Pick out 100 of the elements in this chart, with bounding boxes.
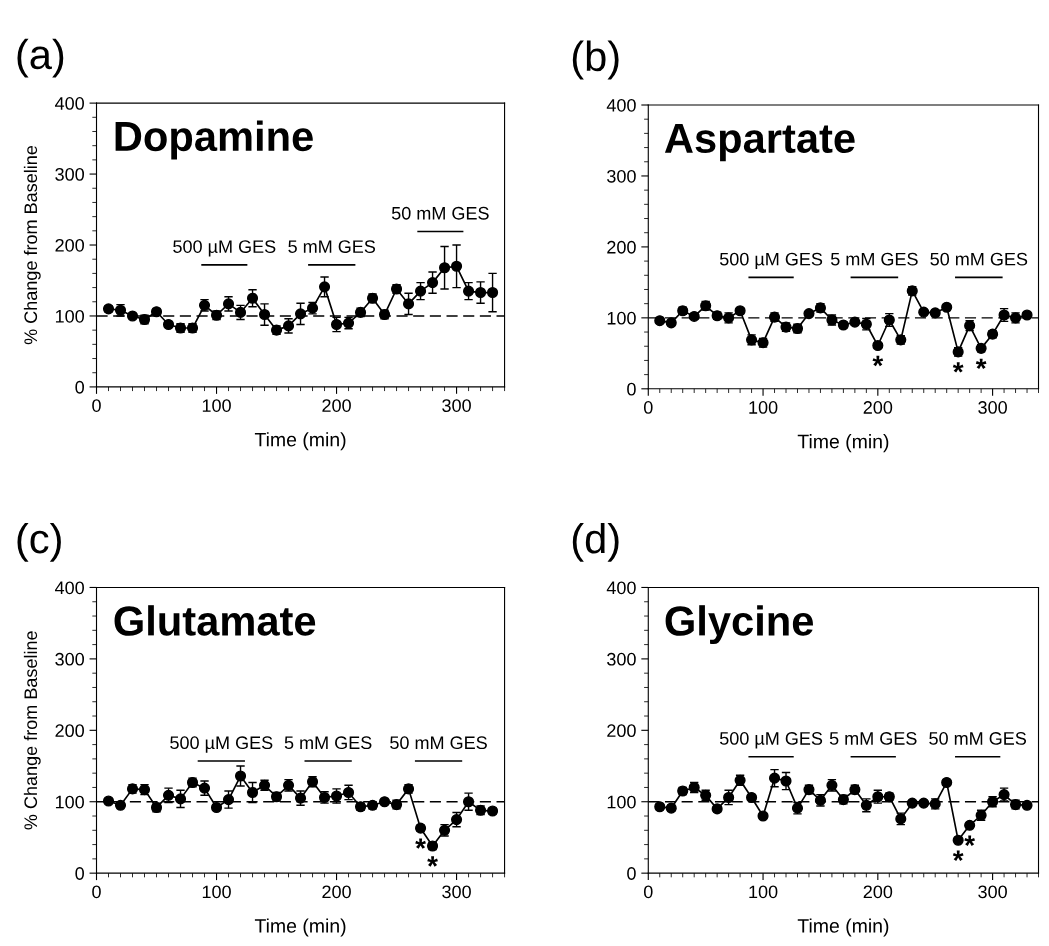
- point: [487, 286, 499, 299]
- series-label: 500 µM GES: [719, 732, 823, 749]
- series-label: 500 µM GES: [173, 240, 276, 257]
- series-label: 500 µM GES: [719, 252, 823, 270]
- y-tick-label: 0: [75, 867, 84, 880]
- point: [918, 797, 930, 809]
- annotation: *: [427, 856, 438, 867]
- point: [463, 796, 475, 808]
- x-tick-label: 100: [202, 885, 231, 899]
- x-axis-title: Time (min): [797, 918, 889, 937]
- y-axis-title: % Change from Baseline: [23, 145, 41, 345]
- annotation: *: [872, 355, 884, 367]
- point: [1021, 309, 1033, 321]
- point: [246, 292, 259, 304]
- series-label: 50 mM GES: [391, 206, 489, 220]
- y-tick-label: 200: [55, 724, 84, 738]
- point: [451, 260, 463, 272]
- y-tick-label: 400: [606, 581, 636, 595]
- point: [186, 776, 199, 789]
- point: [294, 308, 307, 320]
- annotation: *: [964, 835, 976, 846]
- y-tick-label: 200: [607, 240, 636, 254]
- x-axis-title: Time (min): [254, 918, 346, 937]
- x-tick-label: 0: [92, 885, 101, 899]
- annotation: *: [415, 838, 426, 849]
- point: [318, 281, 331, 293]
- point: [837, 794, 849, 806]
- point: [162, 318, 175, 331]
- point: [941, 301, 953, 313]
- annotation: *: [975, 358, 987, 369]
- series-label: 500 µM GES: [170, 736, 273, 753]
- point: [746, 791, 758, 804]
- point: [439, 262, 451, 274]
- point: [402, 298, 415, 310]
- point: [427, 840, 439, 852]
- series-label: 50 mM GES: [929, 732, 1027, 745]
- x-tick-label: 0: [643, 885, 653, 899]
- y-tick-label: 100: [607, 311, 636, 325]
- y-tick-label: 0: [627, 382, 636, 396]
- point: [475, 286, 487, 299]
- y-tick-label: 300: [607, 169, 636, 183]
- point: [734, 774, 746, 786]
- annotation: *: [952, 362, 964, 373]
- chart-title: (c): [17, 522, 61, 562]
- point: [780, 775, 792, 787]
- y-tick-label: 400: [606, 98, 636, 112]
- point: [757, 810, 769, 822]
- series-label: 50 mM GES: [930, 252, 1028, 266]
- point: [174, 793, 187, 805]
- y-tick-label: 100: [55, 309, 84, 323]
- y-tick-label: 100: [607, 795, 636, 809]
- point: [126, 310, 139, 322]
- y-tick-label: 400: [55, 581, 84, 595]
- x-tick-label: 100: [749, 401, 778, 414]
- x-tick-label: 0: [643, 401, 653, 414]
- chart-subtitle: Glutamate: [114, 605, 316, 636]
- point: [102, 795, 115, 807]
- point: [964, 819, 976, 831]
- point: [654, 801, 666, 813]
- x-tick-label: 100: [749, 885, 778, 899]
- x-tick-label: 300: [442, 885, 471, 899]
- point: [711, 803, 723, 815]
- point: [849, 784, 861, 796]
- point: [270, 791, 283, 803]
- point: [941, 776, 953, 789]
- point: [306, 776, 319, 788]
- x-tick-label: 300: [978, 885, 1007, 899]
- point: [150, 801, 163, 814]
- x-axis-title: Time (min): [797, 434, 889, 453]
- y-tick-label: 300: [607, 652, 636, 666]
- y-tick-label: 100: [55, 795, 84, 809]
- y-tick-label: 0: [75, 380, 84, 394]
- x-tick-label: 200: [863, 885, 893, 899]
- x-tick-label: 300: [442, 399, 471, 412]
- point: [378, 796, 391, 808]
- point: [258, 779, 271, 791]
- point: [415, 285, 427, 297]
- point: [114, 799, 127, 811]
- point: [665, 317, 677, 329]
- series-label: 5 mM GES: [830, 252, 918, 266]
- y-tick-label: 200: [607, 724, 636, 738]
- x-tick-label: 200: [322, 399, 351, 412]
- point: [246, 786, 259, 799]
- x-tick-label: 0: [92, 399, 101, 412]
- x-tick-label: 200: [863, 401, 893, 414]
- y-tick-label: 300: [55, 168, 84, 181]
- point: [768, 772, 781, 784]
- chart-subtitle: Glycine: [665, 605, 813, 645]
- series-label: 50 mM GES: [390, 736, 487, 750]
- point: [688, 310, 700, 322]
- x-tick-label: 300: [978, 401, 1007, 414]
- series-label: 5 mM GES: [288, 240, 376, 253]
- annotation: *: [952, 850, 964, 861]
- point: [222, 794, 235, 806]
- point: [234, 770, 247, 782]
- point: [803, 308, 815, 320]
- point: [952, 834, 964, 846]
- y-tick-label: 400: [55, 97, 84, 110]
- point: [210, 801, 223, 814]
- chart-title: (a): [17, 38, 64, 78]
